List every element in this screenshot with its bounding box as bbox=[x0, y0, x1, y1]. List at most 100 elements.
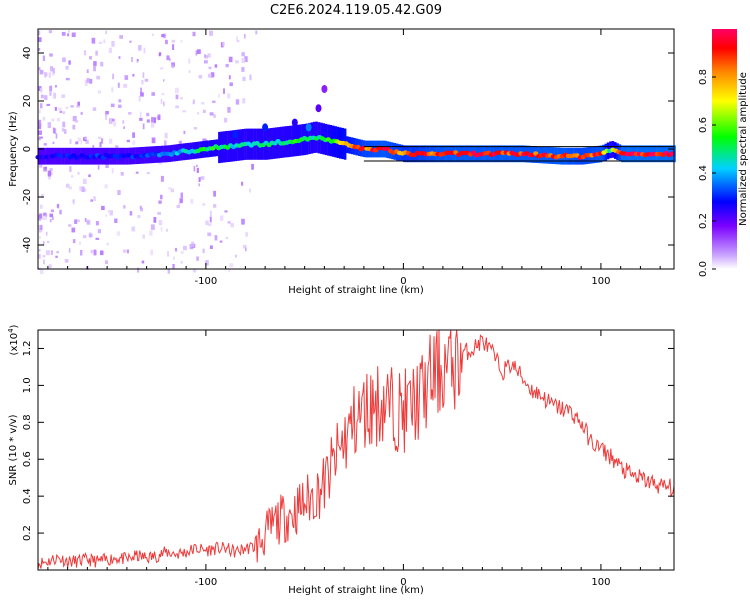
heatmap-speckle bbox=[139, 117, 143, 121]
colorbar-label: Normalized spectral amplitude bbox=[738, 72, 749, 226]
heatmap-speckle bbox=[222, 41, 225, 47]
heatmap-speckle bbox=[46, 103, 51, 106]
heatmap-speckle bbox=[198, 75, 203, 79]
heatmap-speckle bbox=[50, 171, 53, 176]
heatmap-speckle bbox=[95, 50, 98, 56]
heatmap-speckle bbox=[40, 94, 44, 99]
heatmap-speckle bbox=[151, 117, 155, 123]
heatmap-speckle bbox=[98, 41, 103, 44]
heatmap-speckle bbox=[48, 72, 51, 78]
heatmap-speckle bbox=[209, 30, 213, 36]
heatmap-speckle bbox=[202, 248, 205, 254]
heatmap-speckle bbox=[135, 171, 139, 174]
heatmap-speckle bbox=[202, 109, 206, 113]
heatmap-speckle bbox=[163, 101, 165, 107]
heatmap-speckle bbox=[57, 107, 62, 111]
heatmap-speckle bbox=[209, 216, 212, 223]
heatmap-speckle bbox=[171, 39, 176, 43]
heatmap-speckle bbox=[59, 110, 63, 113]
heatmap-speckle bbox=[113, 121, 117, 127]
heatmap-speckle bbox=[80, 250, 83, 256]
heatmap-speckle bbox=[227, 93, 231, 99]
heatmap-speckle bbox=[118, 104, 122, 108]
heatmap-speckle bbox=[43, 143, 47, 146]
heatmap-outlier bbox=[315, 104, 322, 113]
heatmap-speckle bbox=[161, 92, 165, 96]
heatmap-speckle bbox=[146, 112, 150, 117]
heatmap-speckle bbox=[118, 56, 121, 59]
heatmap-speckle bbox=[79, 241, 81, 245]
heatmap-speckle bbox=[90, 199, 93, 202]
heatmap-speckle bbox=[174, 247, 178, 252]
heatmap-speckle bbox=[80, 140, 82, 145]
heatmap-speckle bbox=[84, 80, 88, 86]
heatmap-speckle bbox=[249, 74, 252, 81]
heatmap-speckle bbox=[229, 263, 234, 268]
heatmap-speckle bbox=[137, 267, 140, 273]
heatmap-speckle bbox=[122, 120, 125, 124]
colorbar: 0.0 0.2 0.4 0.6 0.8 Normalized spectral ampl… bbox=[698, 29, 749, 277]
heatmap-speckle bbox=[196, 256, 199, 261]
heatmap-speckle bbox=[51, 73, 55, 76]
heatmap-speckle bbox=[132, 74, 135, 77]
heatmap-speckle bbox=[242, 244, 247, 249]
heatmap-speckle bbox=[65, 183, 70, 188]
heatmap-speckle bbox=[192, 99, 195, 105]
heatmap-speckle bbox=[210, 72, 215, 78]
snr-frame bbox=[37, 329, 675, 571]
heatmap-speckle bbox=[97, 165, 100, 170]
heatmap-speckle bbox=[97, 90, 101, 94]
heatmap-speckle bbox=[207, 73, 211, 78]
heatmap-speckle bbox=[251, 163, 254, 170]
heatmap-speckle bbox=[160, 175, 164, 182]
heatmap-speckle bbox=[96, 75, 100, 80]
heatmap-speckle bbox=[241, 181, 244, 186]
heatmap-speckle bbox=[97, 229, 101, 234]
heatmap-speckle bbox=[42, 255, 46, 258]
spectrogram-x-tick-label: -100 bbox=[195, 276, 218, 287]
heatmap-speckle bbox=[165, 39, 168, 45]
heatmap-speckle bbox=[157, 114, 161, 121]
heatmap-speckle bbox=[72, 124, 76, 130]
heatmap-speckle bbox=[90, 249, 93, 254]
heatmap-speckle bbox=[169, 58, 171, 62]
heatmap-speckle bbox=[105, 163, 109, 168]
heatmap-speckle bbox=[88, 174, 91, 178]
heatmap-speckle bbox=[48, 176, 51, 180]
heatmap-speckle bbox=[68, 224, 72, 227]
heatmap-speckle bbox=[105, 214, 107, 217]
heatmap-speckle bbox=[190, 199, 194, 204]
heatmap-speckle bbox=[193, 127, 198, 130]
heatmap-speckle bbox=[43, 216, 48, 220]
heatmap-speckle bbox=[112, 118, 115, 122]
heatmap-speckle bbox=[227, 107, 231, 113]
heatmap-speckle bbox=[105, 30, 107, 35]
heatmap-speckle bbox=[49, 91, 52, 96]
heatmap-speckle bbox=[213, 204, 217, 208]
heatmap-speckle bbox=[142, 123, 145, 130]
heatmap-speckle bbox=[220, 215, 224, 221]
heatmap-speckle bbox=[115, 145, 118, 148]
heatmap-speckle bbox=[117, 82, 120, 88]
heatmap-outlier bbox=[291, 118, 298, 127]
heatmap-speckle bbox=[140, 207, 143, 212]
heatmap-speckle bbox=[98, 136, 102, 139]
heatmap-speckle bbox=[138, 45, 142, 51]
heatmap-speckle bbox=[171, 62, 175, 67]
snr-panel: -100 0 100 0.2 0.4 0.6 0.8 1.0 1.2 Height of st… bbox=[7, 324, 675, 596]
heatmap-speckle bbox=[212, 100, 216, 103]
snr-x-tick-label: -100 bbox=[195, 577, 218, 588]
heatmap-speckle bbox=[210, 210, 212, 217]
heatmap-outlier bbox=[262, 123, 269, 132]
heatmap-speckle bbox=[178, 140, 182, 145]
heatmap-speckle bbox=[95, 237, 100, 240]
heatmap-speckle bbox=[46, 240, 50, 244]
heatmap-speckle bbox=[55, 255, 58, 258]
heatmap-speckle bbox=[151, 92, 155, 96]
heatmap-speckle bbox=[86, 69, 89, 73]
heatmap-speckle bbox=[69, 186, 72, 190]
heatmap-speckle bbox=[49, 53, 53, 57]
heatmap-speckle bbox=[229, 82, 233, 87]
heatmap-speckle bbox=[81, 186, 85, 193]
heatmap-speckle bbox=[72, 239, 76, 244]
